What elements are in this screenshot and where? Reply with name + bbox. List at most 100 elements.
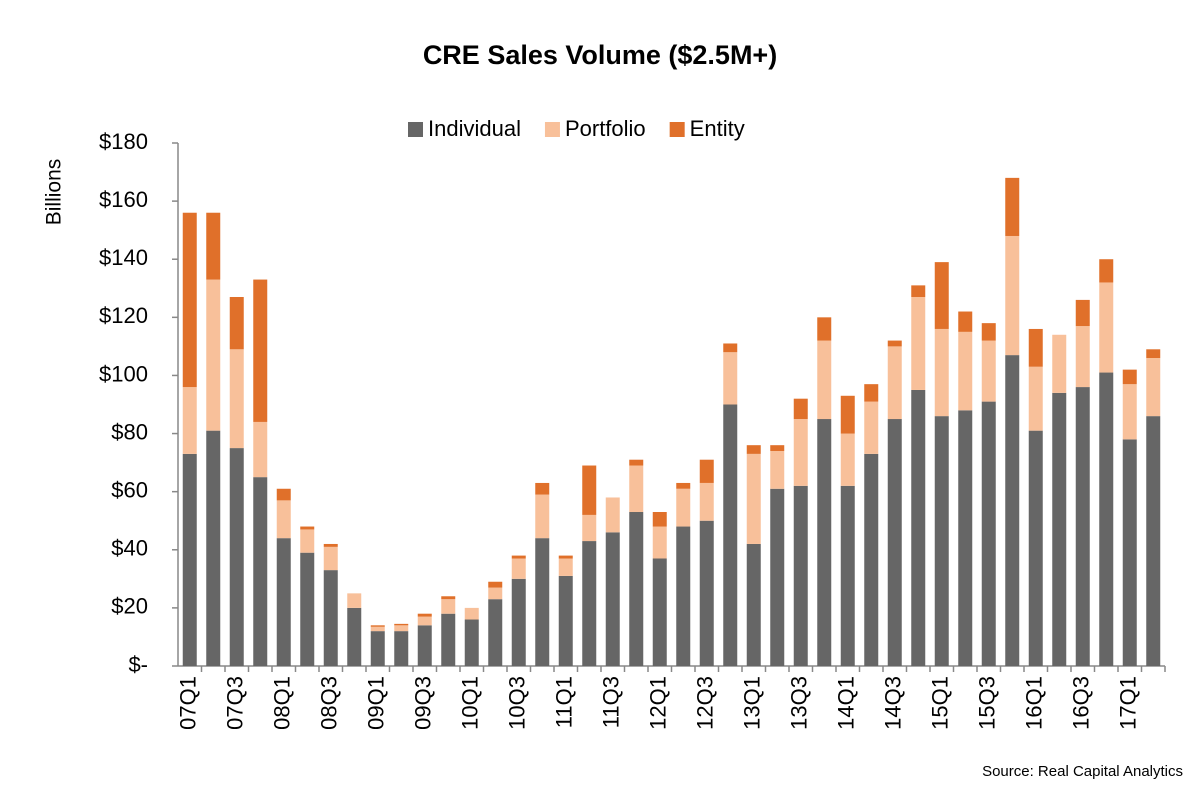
bar-segment [887,340,902,347]
bar-segment [488,587,503,600]
bar-segment [441,596,456,600]
bar-segment [840,395,855,434]
bar-segment [1122,384,1137,440]
bar-segment [535,494,550,539]
x-tick-label: 10Q1 [458,676,483,730]
bar-segment [582,541,597,666]
bar-segment [934,262,949,329]
bar-segment [370,626,385,632]
bar-segment [746,543,761,666]
x-tick-label: 16Q3 [1069,676,1094,730]
y-tick-label: $20 [111,594,148,619]
bar-segment [300,552,315,666]
y-tick-label: $140 [99,245,148,270]
bar-segment [887,346,902,420]
legend-label: Portfolio [565,116,646,141]
x-tick-label: 11Q3 [599,676,624,728]
bar-segment [817,419,832,666]
y-tick-label: $- [128,652,148,677]
bar-segment [676,482,691,489]
x-tick-label: 10Q3 [505,676,530,730]
bar-segment [605,497,620,533]
bar-segment [1075,299,1090,327]
bar-segment [276,538,291,666]
chart-title: CRE Sales Volume ($2.5M+) [423,40,777,70]
bar-segment [652,526,667,559]
bar-segment [652,558,667,666]
bar-segment [864,384,879,402]
x-tick-label: 17Q1 [1116,676,1141,730]
y-axis-label: Billions [43,159,66,226]
y-tick-label: $40 [111,536,148,561]
bar-segment [864,401,879,454]
bar-segment [1005,177,1020,236]
bar-segment [699,520,714,666]
legend-swatch [408,122,423,137]
bar-segment [464,619,479,666]
bar-segment [629,512,644,666]
bar-segment [699,482,714,521]
bar-segment [864,453,879,666]
y-tick-label: $180 [99,129,148,154]
bar-segment [276,488,291,501]
bar-segment [911,389,926,666]
bar-segment [605,532,620,666]
bar-segment [1052,334,1067,393]
bar-segment [253,477,268,666]
bar-segment [934,328,949,417]
bar-segment [1028,430,1043,666]
bar-segment [347,593,362,608]
bar-segment [911,296,926,390]
bar-segment [370,625,385,627]
x-tick-label: 09Q3 [411,676,436,730]
bar-segment [1099,372,1114,666]
bar-segment [981,401,996,666]
bar-segment [887,419,902,666]
x-tick-label: 15Q3 [975,676,1000,730]
x-tick-label: 08Q3 [317,676,342,730]
bar-segment [699,459,714,483]
bar-segment [394,631,409,666]
bar-segment [417,613,432,617]
bar-segment [1075,326,1090,388]
bar-segment [1005,235,1020,356]
bar-segment [1099,282,1114,373]
legend-swatch [669,122,685,137]
bar-segment [300,529,315,553]
bar-segment [464,607,479,620]
bar-segment [276,500,291,539]
bar-segment [488,581,503,588]
bar-segment [394,625,409,632]
bar-segment [347,607,362,666]
source: Source: Real Capital Analytics [982,763,1183,780]
x-tick-label: 09Q1 [364,676,389,730]
bar-segment [958,410,973,666]
y-tick-label: $80 [111,419,148,444]
bar-segment [1099,259,1114,283]
bar-segment [793,398,808,420]
bar-segment [793,419,808,486]
x-tick-label: 13Q1 [740,676,765,730]
bar-segment [652,512,667,527]
bar-segment [770,445,785,451]
legend-label: Individual [428,116,521,141]
bar-segment [981,323,996,341]
bar-segment [253,421,268,478]
bar-segment [676,488,691,527]
bar-segment [817,340,832,420]
y-tick-label: $120 [99,303,148,328]
bar-segment [723,404,738,666]
bar-segment [746,445,761,454]
bar-segment [182,387,197,454]
bar-segment [817,317,832,341]
bar-segment [676,526,691,666]
x-tick-label: 13Q3 [787,676,812,730]
bar-segment [511,578,526,666]
bar-segment [582,514,597,542]
x-tick-label: 15Q1 [928,676,953,730]
bar-segment [488,599,503,666]
legend-label: Entity [690,116,745,141]
bar-segment [1028,328,1043,367]
bar-segment [840,433,855,486]
